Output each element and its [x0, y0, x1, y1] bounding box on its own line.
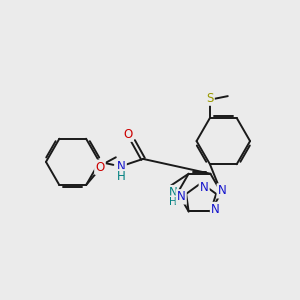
Text: N: N	[117, 160, 126, 173]
Text: N: N	[168, 186, 177, 199]
Text: N: N	[218, 184, 226, 197]
Text: N: N	[177, 190, 186, 203]
Text: N: N	[200, 182, 208, 194]
Text: N: N	[211, 203, 220, 216]
Text: O: O	[95, 161, 105, 174]
Text: H: H	[169, 196, 177, 206]
Text: S: S	[206, 92, 214, 105]
Text: O: O	[124, 128, 133, 141]
Text: H: H	[117, 170, 126, 183]
